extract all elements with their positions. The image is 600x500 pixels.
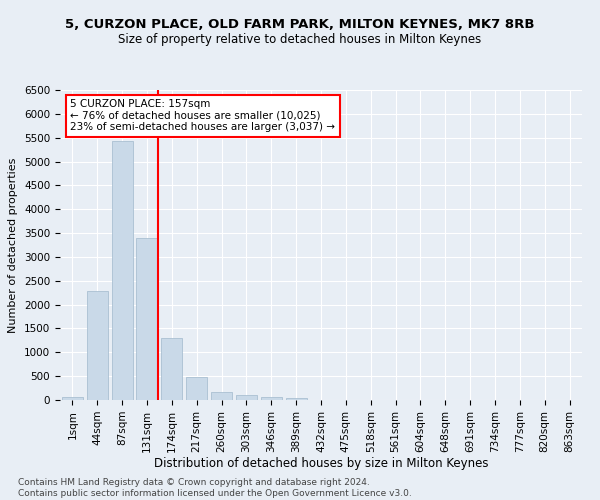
Bar	[236, 395, 257, 400]
Bar	[211, 392, 232, 400]
Y-axis label: Number of detached properties: Number of detached properties	[8, 158, 19, 332]
Text: 5, CURZON PLACE, OLD FARM PARK, MILTON KEYNES, MK7 8RB: 5, CURZON PLACE, OLD FARM PARK, MILTON K…	[65, 18, 535, 30]
Bar	[261, 397, 282, 400]
Bar	[87, 292, 108, 400]
Bar	[286, 398, 307, 400]
X-axis label: Distribution of detached houses by size in Milton Keynes: Distribution of detached houses by size …	[154, 458, 488, 470]
Bar	[112, 141, 133, 400]
Bar	[136, 238, 158, 400]
Text: 5 CURZON PLACE: 157sqm
← 76% of detached houses are smaller (10,025)
23% of semi: 5 CURZON PLACE: 157sqm ← 76% of detached…	[70, 100, 335, 132]
Text: Contains HM Land Registry data © Crown copyright and database right 2024.
Contai: Contains HM Land Registry data © Crown c…	[18, 478, 412, 498]
Bar	[161, 338, 182, 400]
Bar	[186, 376, 207, 400]
Bar	[62, 397, 83, 400]
Text: Size of property relative to detached houses in Milton Keynes: Size of property relative to detached ho…	[118, 32, 482, 46]
